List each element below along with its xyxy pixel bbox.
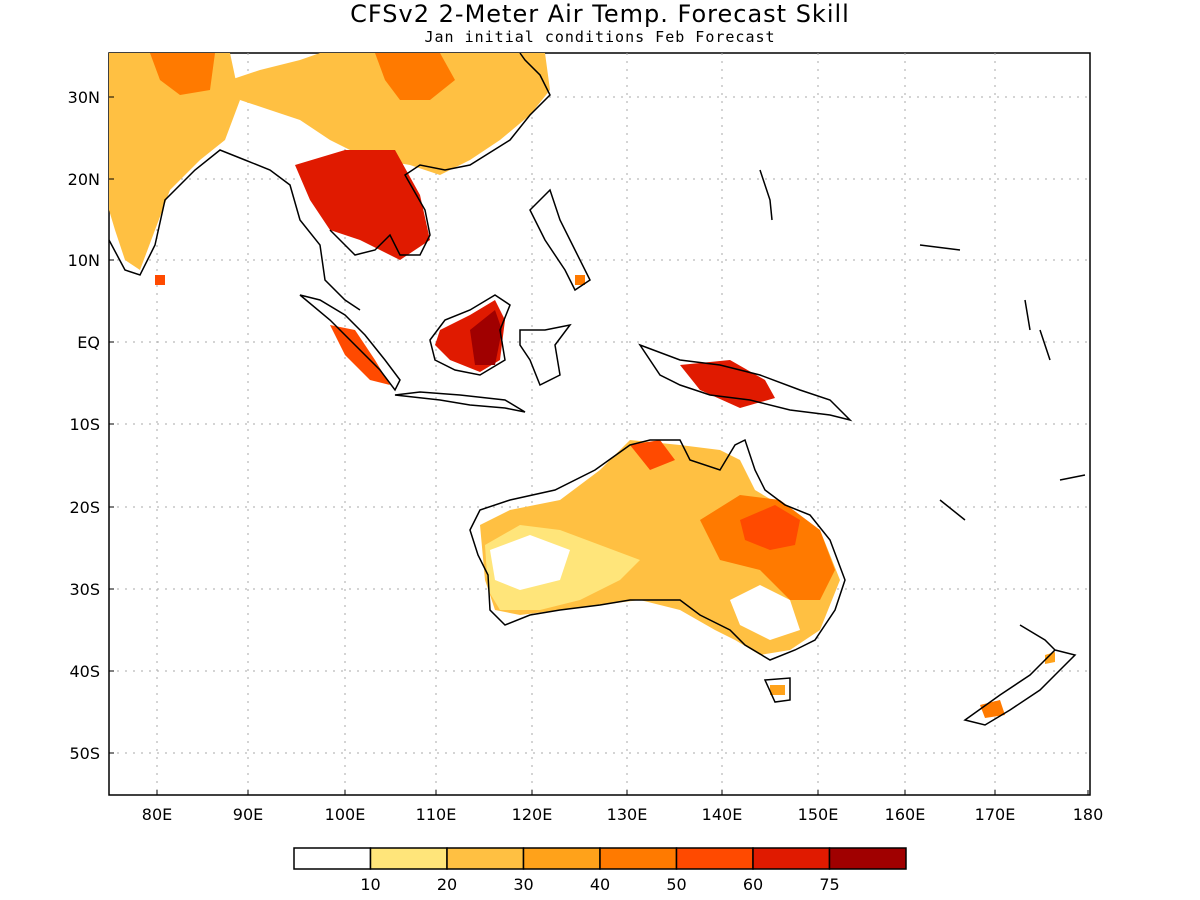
longitude-axis: 80E 90E 100E 110E 120E 130E 140E 150E 160E 170E 18… [142,790,1104,824]
colorbar-swatch [522,847,601,870]
shading-srilanka [155,275,165,285]
colorbar-swatch [675,847,754,870]
colorbar-swatch [369,847,448,870]
lat-tick-label: 30N [68,88,100,107]
gridlines [109,53,1090,795]
coast-java [394,391,526,413]
colorbar-label: 40 [590,875,610,894]
map-title: CFSv2 2-Meter Air Temp. Forecast Skill [350,0,850,28]
shading-philippines [575,275,585,285]
lat-tick-label: 40S [69,662,100,681]
lon-tick-label: 90E [233,805,263,824]
lon-tick-label: 80E [142,805,172,824]
colorbar: 10 20 30 40 50 60 75 [293,847,907,894]
lon-tick-label: 160E [885,805,926,824]
lon-tick-label: 150E [798,805,839,824]
lon-tick-label: 100E [325,805,366,824]
lat-tick-label: 20S [69,498,100,517]
lat-tick-label: 30S [69,580,100,599]
lat-tick-label: EQ [77,333,100,352]
coast-newguinea [638,343,853,422]
lat-tick-label: 50S [69,744,100,763]
shading-india [109,53,240,270]
coast-philippines [529,188,591,292]
map-subtitle: Jan initial conditions Feb Forecast [424,28,776,46]
coast-australia [469,438,846,661]
coastlines [108,52,1086,726]
colorbar-swatch [752,847,831,870]
lon-tick-label: 110E [416,805,457,824]
shading-australia-east-hot [740,505,800,550]
shading-indochina [295,150,430,260]
shading-sumatra [330,325,390,385]
coast-borneo [429,294,511,376]
shading-arnhem [630,440,675,470]
latitude-axis: 30N 20N 10N EQ 10S 20S 30S 40S 50S [68,88,114,763]
colorbar-swatch [828,847,907,870]
colorbar-label: 10 [360,875,380,894]
lon-tick-label: 120E [512,805,553,824]
colorbar-label: 50 [666,875,686,894]
coast-sumatra [299,294,401,392]
coast-sulawesi [519,323,572,387]
shading-nz-north [1045,652,1055,664]
lat-tick-label: 10N [68,251,100,270]
lat-tick-label: 20N [68,170,100,189]
shading-tasmania [770,685,785,695]
lon-tick-label: 170E [975,805,1016,824]
coast-tasmania [763,677,791,703]
shading-china-hot [375,53,455,100]
lat-tick-label: 10S [69,415,100,434]
skill-shading [109,53,1055,718]
colorbar-label: 60 [743,875,763,894]
coast-islands [759,169,1086,521]
colorbar-swatch [293,847,372,870]
shading-borneo-dark [470,310,502,365]
shading-newguinea [680,360,775,408]
lon-tick-label: 180 [1073,805,1104,824]
coast-asia [108,52,551,311]
colorbar-label: 20 [437,875,457,894]
lon-tick-label: 140E [702,805,743,824]
shading-australia-white1 [490,535,570,590]
colorbar-swatch [599,847,678,870]
coast-nz [963,624,1077,726]
shading-india-hot [150,53,215,95]
shading-china [230,53,550,175]
colorbar-label: 30 [513,875,533,894]
colorbar-swatch [446,847,525,870]
shading-australia-white2 [730,585,800,640]
lon-tick-label: 130E [607,805,648,824]
colorbar-label: 75 [819,875,839,894]
